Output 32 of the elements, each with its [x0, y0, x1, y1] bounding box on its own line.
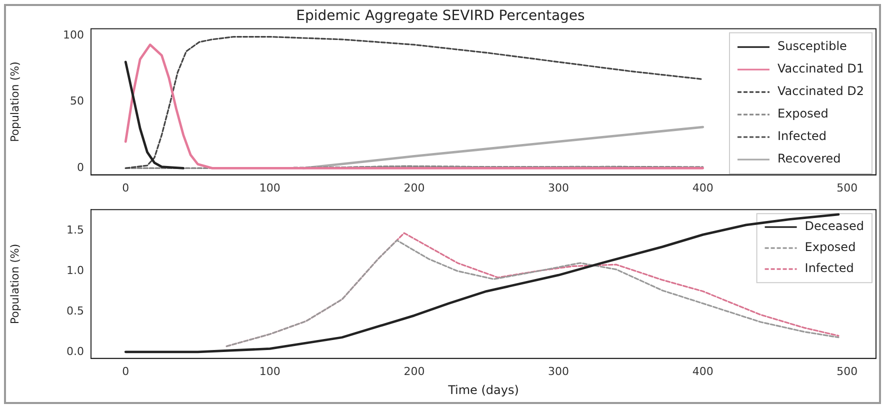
x-tick-label: 0: [122, 364, 130, 378]
chart-title: Epidemic Aggregate SEVIRD Percentages: [296, 8, 585, 24]
x-tick-label: 500: [836, 181, 858, 194]
y-axis-title: Population (%): [8, 244, 22, 324]
x-axis-title: Time (days): [447, 382, 519, 397]
x-tick-label: 300: [548, 364, 570, 378]
legend-label: Vaccinated D2: [777, 84, 864, 98]
legend-label: Recovered: [777, 152, 841, 166]
y-tick-label: 1.5: [66, 223, 84, 236]
y-axis-title: Population (%): [8, 62, 22, 142]
x-tick-label: 200: [404, 181, 425, 194]
y-tick-label: 0: [77, 161, 84, 174]
y-tick-label: 1.0: [66, 264, 84, 277]
x-tick-label: 200: [404, 364, 425, 378]
legend-label: Infected: [777, 129, 827, 144]
x-tick-label: 500: [836, 364, 858, 378]
x-tick-label: 100: [259, 364, 280, 378]
x-tick-label: 100: [259, 181, 280, 194]
y-tick-label: 100: [63, 28, 84, 42]
legend-label: Deceased: [804, 219, 864, 234]
x-tick-label: 400: [692, 364, 714, 378]
y-tick-label: 0.5: [66, 304, 84, 318]
x-tick-label: 400: [692, 181, 714, 194]
x-tick-label: 0: [122, 181, 130, 194]
legend-label: Exposed: [777, 106, 828, 121]
x-tick-label: 300: [548, 181, 570, 194]
legend-label: Susceptible: [777, 39, 847, 54]
legend-label: Exposed: [804, 240, 856, 254]
legend-label: Vaccinated D1: [777, 62, 864, 76]
legend-label: Infected: [804, 261, 854, 276]
y-tick-label: 0.0: [66, 344, 84, 358]
y-tick-label: 50: [70, 94, 84, 108]
